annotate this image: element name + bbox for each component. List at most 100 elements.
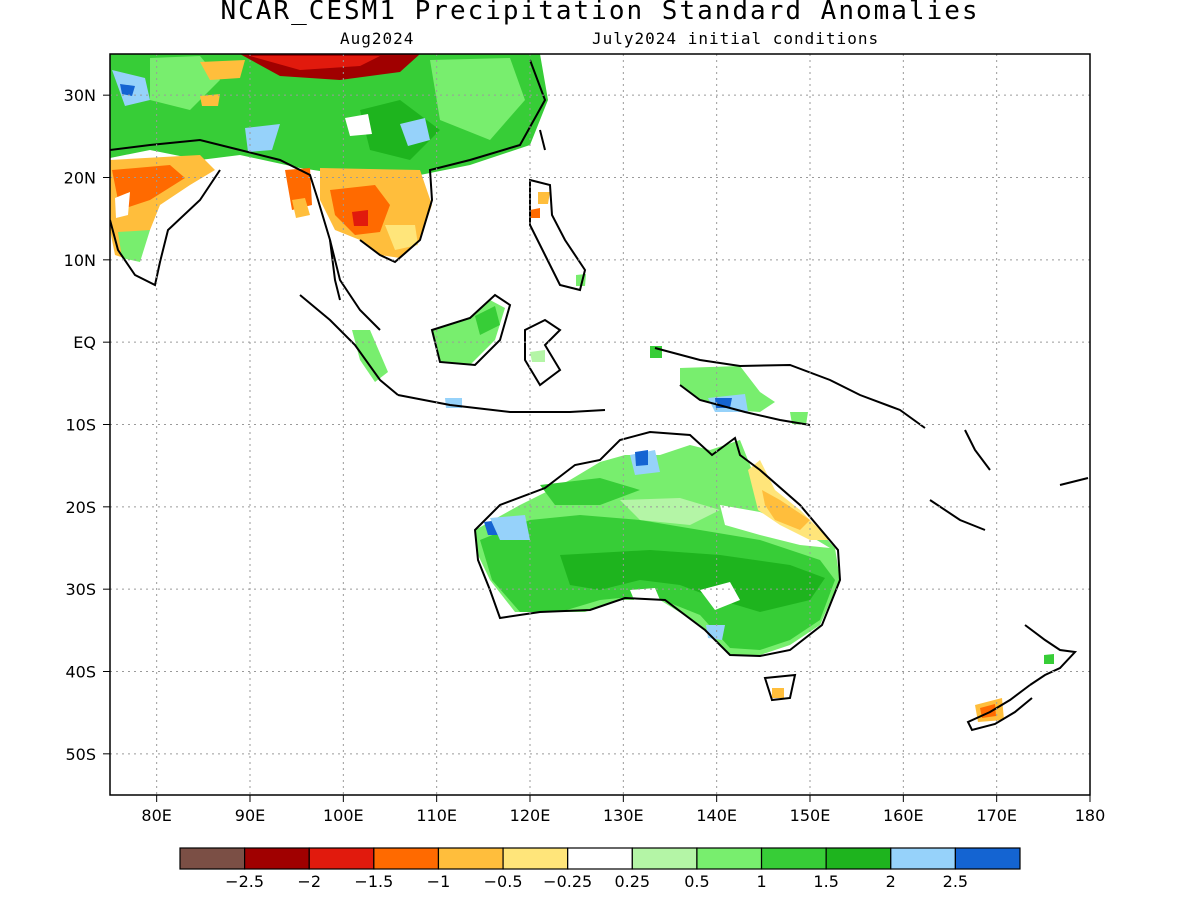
anomaly-region xyxy=(490,515,530,540)
colorbar-label: 1 xyxy=(756,872,766,891)
colorbar-swatch xyxy=(890,847,956,870)
coastline-pacific-islands xyxy=(929,429,1089,531)
coastline-new-guinea-south xyxy=(679,384,811,426)
anomaly-region xyxy=(330,185,390,235)
forecast-month: Aug2024 xyxy=(340,29,415,48)
lon-tick-label: 130E xyxy=(603,806,644,825)
anomaly-region xyxy=(762,490,810,530)
anomaly-region xyxy=(245,124,280,152)
lat-tick-label: 20S xyxy=(65,498,96,517)
colorbar-label: 2 xyxy=(886,872,896,891)
lat-tick-label: 50S xyxy=(65,745,96,764)
anomaly-region xyxy=(560,550,825,612)
colorbar-label: 1.5 xyxy=(813,872,838,891)
lon-tick-label: 160E xyxy=(883,806,924,825)
anomaly-region xyxy=(200,60,245,80)
colorbar-swatch xyxy=(502,847,569,870)
anomaly-region xyxy=(115,192,130,218)
colorbar-label: −0.25 xyxy=(543,872,592,891)
anomaly-region xyxy=(250,56,380,70)
anomaly-region xyxy=(118,230,150,262)
colorbar-swatch xyxy=(760,847,827,870)
colorbar: −2.5 −2 −1.5 −1 −0.5 −0.25 0.25 0.5 1 1.5 2 2.5 xyxy=(179,847,1021,891)
colorbar-swatch xyxy=(631,847,698,870)
lon-tick-label: 100E xyxy=(323,806,364,825)
anomaly-field xyxy=(110,54,1054,722)
lat-tick-label: 20N xyxy=(64,169,96,188)
lat-tick-label: 10S xyxy=(65,416,96,435)
lon-tick-label: 140E xyxy=(696,806,737,825)
coastline-malay-peninsula xyxy=(329,239,381,331)
coastline-philippines xyxy=(529,178,587,292)
anomaly-region xyxy=(292,198,310,218)
graticule xyxy=(110,54,1091,795)
anomaly-region xyxy=(400,118,430,146)
anomaly-region xyxy=(475,306,500,335)
anomaly-region xyxy=(635,450,648,466)
coastline-tasmania xyxy=(763,673,797,702)
anomaly-region xyxy=(720,505,830,548)
anomaly-region xyxy=(200,94,220,106)
anomaly-region xyxy=(540,478,640,505)
anomaly-region xyxy=(480,515,835,650)
lon-tick-label: 150E xyxy=(790,806,831,825)
colorbar-swatch xyxy=(954,847,1021,870)
coastline-sumatra xyxy=(299,294,399,396)
anomaly-region xyxy=(430,58,525,140)
lon-tick-label: 180 xyxy=(1075,806,1106,825)
lon-tick-label: 120E xyxy=(510,806,551,825)
colorbar-label: −1 xyxy=(427,872,451,891)
coastline-taiwan xyxy=(539,129,546,151)
colorbar-swatch xyxy=(696,847,763,870)
colorbar-label: 0.25 xyxy=(614,872,650,891)
lon-tick-label: 80E xyxy=(141,806,171,825)
anomaly-region xyxy=(345,114,372,136)
anomaly-region xyxy=(120,84,135,96)
colorbar-label: −0.5 xyxy=(484,872,523,891)
anomaly-region xyxy=(530,350,545,362)
colorbar-label: −1.5 xyxy=(354,872,393,891)
colorbar-swatch xyxy=(437,847,504,870)
anomaly-region xyxy=(385,225,418,250)
colorbar-swatch xyxy=(567,847,633,870)
anomaly-region xyxy=(530,208,540,218)
coastline-java xyxy=(397,394,606,413)
anomaly-region xyxy=(352,330,388,382)
anomaly-region xyxy=(360,100,440,160)
coastlines xyxy=(110,59,1089,732)
colorbar-swatch xyxy=(373,847,440,870)
lon-tick-label: 110E xyxy=(416,806,457,825)
colorbar-label: −2 xyxy=(297,872,321,891)
map-title: NCAR_CESM1 Precipitation Standard Anomal… xyxy=(220,0,980,26)
initial-conditions: July2024 initial conditions xyxy=(592,29,880,48)
coastline-australia xyxy=(473,430,842,658)
lon-tick-label: 90E xyxy=(235,806,265,825)
map-frame xyxy=(109,53,1091,796)
lat-tick-label: 30N xyxy=(64,86,96,105)
coastline-indochina xyxy=(359,59,547,264)
coastline-india xyxy=(110,169,221,287)
anomaly-region xyxy=(772,688,784,698)
colorbar-swatch xyxy=(179,847,246,870)
coastline-new-zealand-south xyxy=(966,684,1033,732)
lon-tick-label: 170E xyxy=(976,806,1017,825)
anomaly-region xyxy=(538,192,550,204)
coastline-new-zealand-north xyxy=(1024,624,1078,686)
colorbar-swatch xyxy=(308,847,375,870)
anomaly-region xyxy=(112,165,185,210)
colorbar-swatch xyxy=(244,847,310,870)
lat-tick-label: 30S xyxy=(65,580,96,599)
coastline-sulawesi xyxy=(524,318,562,387)
longitude-axis: 80E 90E 100E 110E 120E 130E 140E 150E 160E 170E 18… xyxy=(141,795,1105,825)
anomaly-region xyxy=(1044,654,1054,664)
colorbar-swatch xyxy=(825,847,892,870)
colorbar-label: 2.5 xyxy=(943,872,968,891)
latitude-axis: 30N 20N 10N EQ 10S 20S 30S 40S 50S xyxy=(64,86,110,764)
lat-tick-label: 40S xyxy=(65,663,96,682)
lat-tick-label: 10N xyxy=(64,251,96,270)
colorbar-label: 0.5 xyxy=(684,872,709,891)
lat-tick-label: EQ xyxy=(73,333,96,352)
coastline-borneo xyxy=(430,293,512,367)
anomaly-region xyxy=(620,498,720,525)
